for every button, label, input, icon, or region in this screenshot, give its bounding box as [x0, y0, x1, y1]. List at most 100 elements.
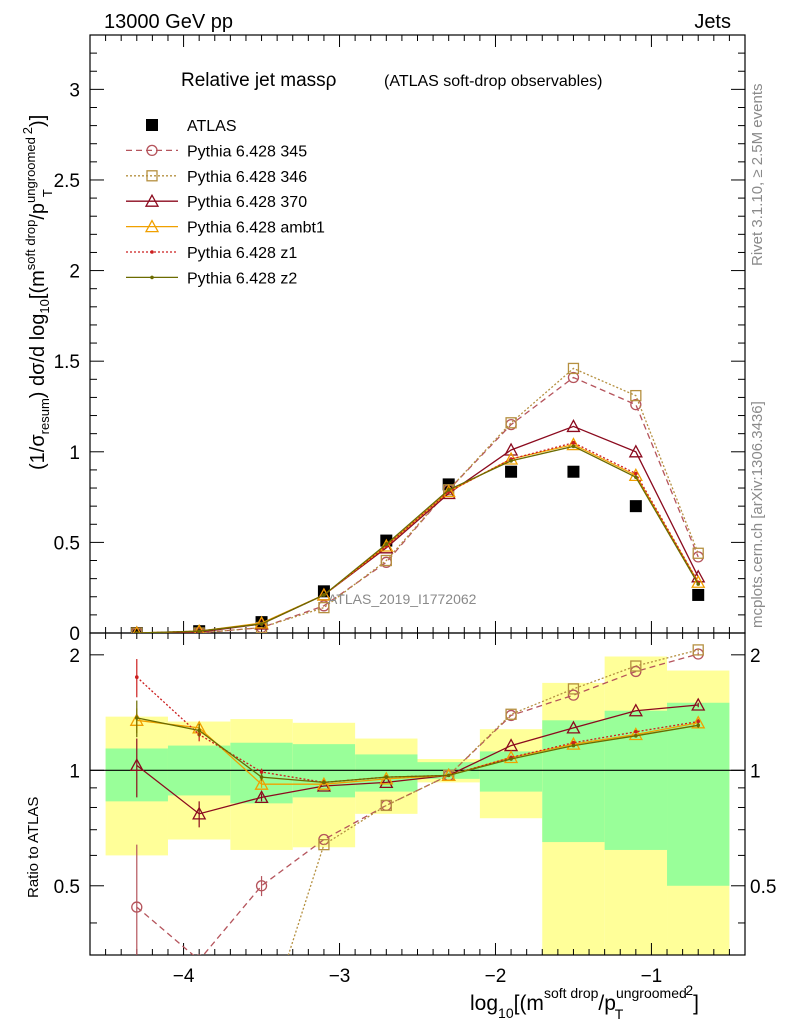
- main-y-axis-label: (1/σresum) dσ/d log10[(msoft drop/pungro…: [20, 115, 55, 470]
- data-point-p346: [380, 554, 392, 567]
- mcplots-label: mcplots.cern.ch [arXiv:1306.3436]: [749, 401, 766, 628]
- data-point-p370: [503, 442, 519, 456]
- data-point-atlas: [567, 465, 580, 478]
- ratio-point-p370: [379, 775, 394, 789]
- ratio-point-p346: [567, 683, 580, 695]
- ratio-point-z1: [571, 740, 576, 745]
- inner-band-bin: [667, 702, 730, 886]
- data-point-atlas: [130, 627, 143, 633]
- legend-label-p346: Pythia 6.428 346: [187, 169, 307, 186]
- ratio-point-p346: [318, 839, 330, 851]
- data-point-p346: [318, 601, 330, 614]
- legend-label-z1: Pythia 6.428 z1: [187, 245, 297, 262]
- x-tick-label: −1: [641, 966, 663, 987]
- data-point-ambt1: [379, 538, 394, 552]
- chart-title: Relative jet massρ: [181, 70, 337, 91]
- ratio-point-z2: [259, 775, 264, 779]
- header-left: 13000 GeV pp: [104, 11, 233, 33]
- data-point-p346: [193, 627, 205, 633]
- ratio-point-ambt1: [316, 776, 332, 790]
- ratio-point-z2: [571, 743, 576, 748]
- data-point-z2: [134, 631, 139, 633]
- ratio-point-p345: [567, 689, 580, 701]
- ratio-point-z2: [509, 757, 513, 761]
- data-point-p370: [566, 419, 581, 433]
- data-point-p370: [628, 444, 643, 458]
- data-point-z1: [634, 471, 638, 476]
- x-tick-label: −3: [329, 966, 351, 987]
- data-point-atlas: [505, 465, 518, 478]
- legend-marker-p345: [146, 144, 158, 157]
- legend-label-atlas: ATLAS: [187, 118, 237, 135]
- data-point-p346: [505, 417, 517, 429]
- data-point-atlas: [629, 500, 642, 513]
- ratio-point-z2: [384, 775, 389, 779]
- ratio-point-z1: [259, 770, 264, 774]
- ratio-line-p346: [287, 649, 699, 955]
- ratio-point-p370: [691, 697, 706, 711]
- legend-label-ambt1: Pythia 6.428 ambt1: [187, 220, 325, 237]
- series-line-z2: [136, 445, 699, 633]
- x-tick-label: −2: [485, 966, 507, 987]
- ratio-line-z2: [136, 717, 699, 784]
- data-point-ambt1: [628, 467, 643, 481]
- main-y-tick-label: 1.5: [54, 352, 80, 373]
- ratio-point-z1: [634, 730, 638, 734]
- ratio-point-p370: [254, 790, 269, 804]
- legend-marker-z1: [150, 250, 154, 254]
- legend-entry-p345: Pythia 6.428 345: [126, 143, 307, 160]
- data-point-p345: [630, 399, 642, 411]
- ratio-series-layer: [129, 644, 706, 955]
- ratio-point-p370: [192, 806, 207, 820]
- ratio-point-z2: [197, 728, 201, 733]
- data-point-ambt1: [441, 484, 456, 498]
- legend-marker-z2: [150, 275, 154, 280]
- main-y-tick-label: 0: [69, 624, 80, 645]
- ratio-line-ambt1: [136, 719, 699, 785]
- ratio-point-p346: [505, 708, 517, 720]
- legend-marker-p370: [144, 193, 160, 207]
- x-axis-label: log10[(msoft drop/pungroomed T2]: [470, 982, 699, 1022]
- data-point-ambt1: [316, 587, 332, 601]
- ratio-point-p370: [566, 720, 581, 734]
- ratio-point-p346: [380, 799, 392, 812]
- main-y-tick-label: 1: [69, 443, 80, 464]
- data-point-z2: [696, 582, 701, 586]
- data-point-p346: [567, 362, 580, 375]
- ratio-point-p346: [692, 644, 704, 656]
- data-point-z2: [571, 444, 576, 449]
- legend-label-z2: Pythia 6.428 z2: [187, 270, 297, 287]
- legend-entry-z1: Pythia 6.428 z1: [126, 245, 297, 262]
- ratio-point-z2: [322, 780, 326, 785]
- data-point-z2: [634, 475, 638, 479]
- series-line-p346: [136, 367, 699, 633]
- ratio-y-tick-label-right: 1: [750, 761, 761, 782]
- rivet-label: Rivet 3.1.10, ≥ 2.5M events: [749, 84, 766, 267]
- legend-label-p370: Pythia 6.428 370: [187, 194, 307, 211]
- ratio-axis-ticks: −4 −3 −2 −1 0.5 0.5 1 1 2 2: [54, 633, 776, 987]
- ratio-y-tick-label: 2: [69, 646, 80, 667]
- ratio-point-p345: [196, 954, 202, 955]
- legend-entry-p370: Pythia 6.428 370: [126, 193, 307, 211]
- ratio-point-p370: [129, 758, 144, 772]
- main-y-tick-label: 3: [69, 80, 80, 101]
- series-atlas: [130, 465, 705, 633]
- data-point-p346: [692, 547, 704, 559]
- ratio-y-tick-label-right: 2: [750, 646, 761, 667]
- ratio-point-ambt1: [379, 771, 394, 785]
- ratio-point-z2: [134, 716, 139, 720]
- ratio-point-p370: [316, 778, 332, 792]
- ratio-point-z1: [696, 719, 701, 724]
- ratio-point-ambt1: [566, 736, 581, 750]
- legend-entry-p346: Pythia 6.428 346: [126, 169, 307, 186]
- ratio-series-ambt1: [129, 708, 706, 790]
- ratio-point-p370: [628, 703, 643, 717]
- ratio-y-tick-label-right: 0.5: [750, 877, 776, 898]
- chart-subtitle: (ATLAS soft-drop observables): [384, 73, 602, 90]
- main-series-layer: [130, 362, 706, 633]
- svg-text:(1/σresum) dσ/d log10[(msoft d: (1/σresum) dσ/d log10[(msoft drop/pungro…: [20, 115, 55, 470]
- data-point-z2: [446, 488, 451, 492]
- legend-marker-atlas: [146, 119, 158, 131]
- ratio-y-axis-label: Ratio to ATLAS: [25, 797, 42, 898]
